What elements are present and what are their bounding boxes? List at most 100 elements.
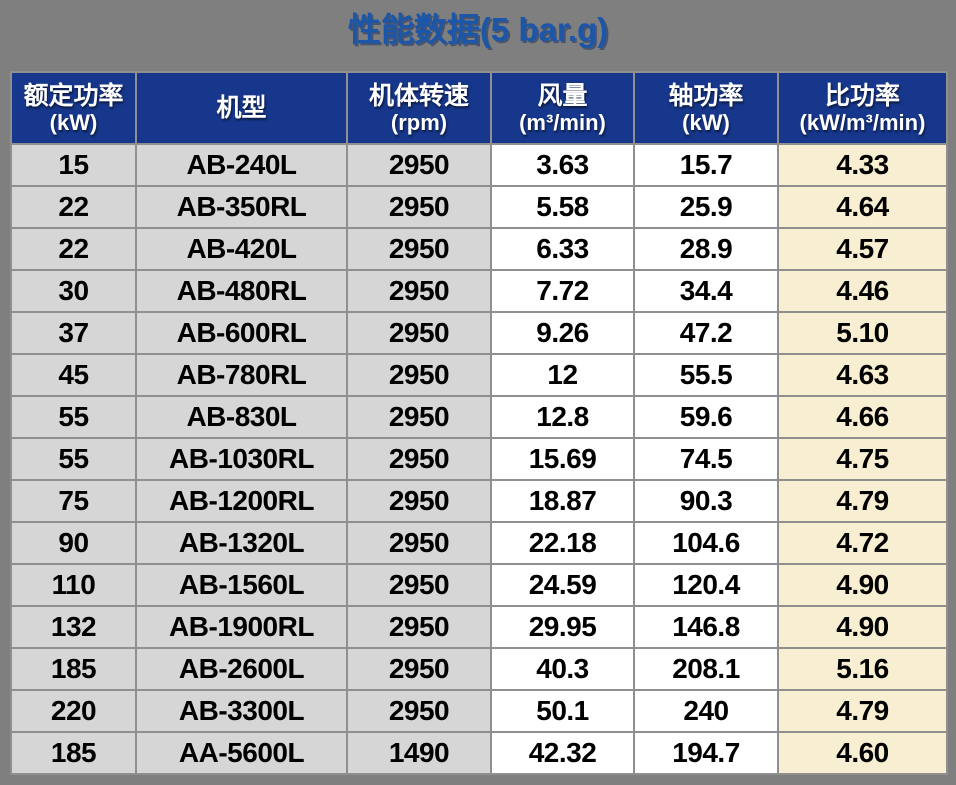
table-cell: 2950 [346,521,492,566]
table-cell: 2950 [346,479,492,524]
table-cell: 120.4 [633,563,779,608]
table-cell: 15 [10,143,137,188]
table-cell: 4.60 [777,731,948,776]
table-row: 185 AA-5600L 1490 42.32 194.7 4.60 [10,731,948,776]
table-cell: 185 [10,731,137,776]
table-cell: AB-480RL [135,269,348,314]
table-cell: 45 [10,353,137,398]
table-cell: AB-830L [135,395,348,440]
table-cell: 4.33 [777,143,948,188]
table-cell: 220 [10,689,137,734]
table-cell: 2950 [346,143,492,188]
table-cell: AB-1030RL [135,437,348,482]
table-cell: 12 [490,353,635,398]
table-cell: 2950 [346,227,492,272]
column-title: 机型 [216,94,267,123]
table-cell: 4.79 [777,689,948,734]
table-cell: AB-1320L [135,521,348,566]
table-cell: 194.7 [633,731,779,776]
table-cell: 55 [10,437,137,482]
table-cell: 4.90 [777,563,948,608]
table-cell: 29.95 [490,605,635,650]
table-cell: 42.32 [490,731,635,776]
table-cell: 2950 [346,689,492,734]
table-cell: 4.66 [777,395,948,440]
table-row: 55 AB-1030RL 2950 15.69 74.5 4.75 [10,437,948,482]
column-unit: (m³/min) [519,110,606,136]
table-cell: 9.26 [490,311,635,356]
table-row: 220 AB-3300L 2950 50.1 240 4.79 [10,689,948,734]
column-unit: (kW/m³/min) [799,110,926,136]
table-row: 132 AB-1900RL 2950 29.95 146.8 4.90 [10,605,948,650]
table-cell: 22 [10,227,137,272]
table-cell: AB-350RL [135,185,348,230]
header-row: 额定功率 (kW) 机型 机体转速 (rpm) 风量 (m³/min) 轴功率 … [10,71,948,146]
table-cell: 5.16 [777,647,948,692]
table-cell: 2950 [346,311,492,356]
table-cell: 2950 [346,563,492,608]
table-cell: 30 [10,269,137,314]
table-cell: AB-3300L [135,689,348,734]
table-cell: 240 [633,689,779,734]
table-cell: 4.46 [777,269,948,314]
table-row: 75 AB-1200RL 2950 18.87 90.3 4.79 [10,479,948,524]
table-cell: 55.5 [633,353,779,398]
column-title: 风量 [537,82,588,111]
table-row: 90 AB-1320L 2950 22.18 104.6 4.72 [10,521,948,566]
table-cell: 74.5 [633,437,779,482]
column-title: 比功率 [824,82,900,111]
table-row: 22 AB-350RL 2950 5.58 25.9 4.64 [10,185,948,230]
table-row: 22 AB-420L 2950 6.33 28.9 4.57 [10,227,948,272]
table-cell: 4.72 [777,521,948,566]
column-unit: (kW) [49,110,98,136]
table-cell: AB-1900RL [135,605,348,650]
table-cell: 37 [10,311,137,356]
table-cell: 22 [10,185,137,230]
table-cell: 3.63 [490,143,635,188]
table-row: 37 AB-600RL 2950 9.26 47.2 5.10 [10,311,948,356]
table-row: 15 AB-240L 2950 3.63 15.7 4.33 [10,143,948,188]
column-header-rated-power: 额定功率 (kW) [10,71,137,146]
table-body: 15 AB-240L 2950 3.63 15.7 4.33 22 AB-350RL 2950 5… [10,143,948,776]
table-row: 30 AB-480RL 2950 7.72 34.4 4.46 [10,269,948,314]
table-cell: AB-1560L [135,563,348,608]
table-cell: 2950 [346,185,492,230]
table-cell: 4.57 [777,227,948,272]
table-row: 55 AB-830L 2950 12.8 59.6 4.66 [10,395,948,440]
table-cell: 146.8 [633,605,779,650]
table-cell: 55 [10,395,137,440]
table-cell: 50.1 [490,689,635,734]
table-cell: 90.3 [633,479,779,524]
table-cell: 185 [10,647,137,692]
table-cell: AB-2600L [135,647,348,692]
table-row: 110 AB-1560L 2950 24.59 120.4 4.90 [10,563,948,608]
table-cell: 34.4 [633,269,779,314]
table-cell: 90 [10,521,137,566]
column-unit: (kW) [682,110,730,136]
table-cell: AA-5600L [135,731,348,776]
table-cell: 24.59 [490,563,635,608]
table-cell: AB-600RL [135,311,348,356]
table-cell: 59.6 [633,395,779,440]
table-cell: AB-1200RL [135,479,348,524]
table-cell: 47.2 [633,311,779,356]
table-cell: 110 [10,563,137,608]
table-cell: 1490 [346,731,492,776]
column-header-shaft-power: 轴功率 (kW) [633,71,779,146]
table-cell: 2950 [346,353,492,398]
table-cell: 2950 [346,605,492,650]
table-cell: 7.72 [490,269,635,314]
column-title: 轴功率 [668,82,744,111]
table-cell: 2950 [346,437,492,482]
performance-table: 额定功率 (kW) 机型 机体转速 (rpm) 风量 (m³/min) 轴功率 … [10,71,948,776]
column-unit: (rpm) [390,110,448,136]
table-cell: 5.58 [490,185,635,230]
table-cell: 6.33 [490,227,635,272]
table-cell: 15.7 [633,143,779,188]
table-cell: 2950 [346,269,492,314]
page-title: 性能数据(5 bar.g) [347,11,609,48]
table-cell: AB-780RL [135,353,348,398]
table-cell: 4.79 [777,479,948,524]
table-cell: 25.9 [633,185,779,230]
table-row: 185 AB-2600L 2950 40.3 208.1 5.16 [10,647,948,692]
